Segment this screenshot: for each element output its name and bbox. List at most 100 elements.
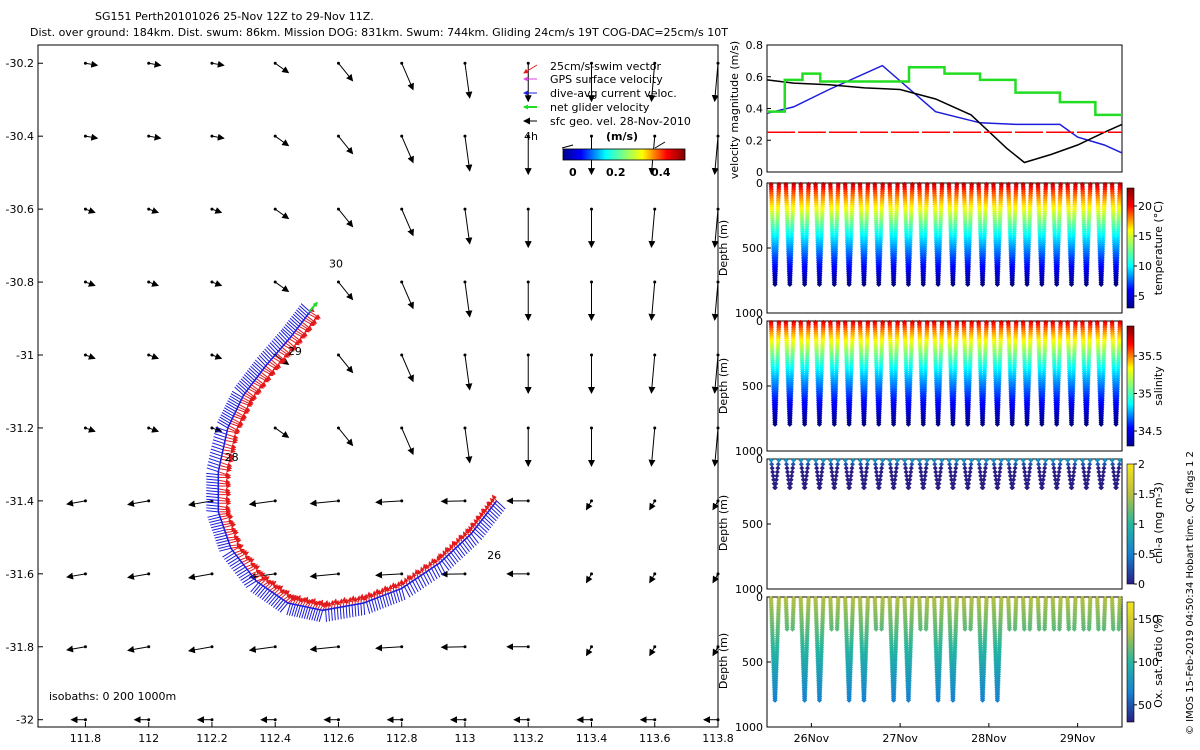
- swim-vector: [237, 406, 250, 413]
- swim-vector: [484, 505, 490, 511]
- geo-vector: [711, 282, 719, 321]
- swim-vector: [414, 569, 420, 578]
- swim-vector: [255, 378, 267, 387]
- swim-vector: [417, 569, 422, 576]
- dac-vector: [360, 603, 363, 616]
- lag-label: 4h: [524, 130, 538, 143]
- swim-vector: [473, 519, 479, 525]
- geo-vector: [712, 573, 720, 584]
- velocity-ytick-label: 0.6: [746, 71, 764, 84]
- swim-vector: [489, 498, 496, 504]
- map-xtick-label: 112.4: [259, 732, 291, 745]
- dac-vector: [472, 530, 483, 540]
- geo-vector: [85, 280, 96, 287]
- dac-vector: [231, 390, 243, 398]
- profile-ytick-label: 500: [742, 242, 763, 255]
- dac-vector: [306, 607, 311, 620]
- dac-vector: [215, 537, 228, 542]
- dac-vector: [258, 354, 268, 365]
- dac-vector: [351, 605, 354, 618]
- dac-vector: [376, 597, 382, 610]
- dac-vector: [345, 606, 348, 619]
- dac-vector: [476, 526, 486, 536]
- profile-colorbar: [1126, 325, 1135, 447]
- swim-vector: [299, 596, 306, 606]
- dac-vector: [291, 604, 296, 617]
- dac-vector: [464, 539, 473, 550]
- dac-vector: [470, 533, 479, 544]
- colorbar-leader-1: [561, 144, 574, 149]
- geo-vector: [649, 500, 656, 511]
- profile-panels: Depth (m) temperature (°C) 0500100051015…: [717, 177, 1165, 745]
- geo-vector: [187, 500, 213, 508]
- dac-vector: [431, 568, 438, 580]
- profile-colorbar: [1126, 187, 1135, 309]
- geo-vector: [711, 63, 719, 103]
- dac-vector: [459, 543, 468, 555]
- swim-vector: [227, 534, 240, 540]
- dac-vector: [293, 604, 299, 617]
- profile-sample: [802, 281, 808, 287]
- geo-vector: [148, 60, 162, 68]
- swim-vector: [230, 420, 243, 427]
- speed-colorbar: [562, 148, 686, 161]
- geo-vector: [375, 571, 402, 579]
- geo-vector-origin: [589, 61, 593, 65]
- dac-vector: [368, 600, 373, 613]
- dac-vector: [234, 566, 246, 574]
- dac-vector: [428, 569, 435, 582]
- swim-vector: [234, 548, 245, 554]
- swim-vector: [297, 597, 303, 606]
- temperature-ylabel: Depth (m): [717, 220, 730, 276]
- dac-vector: [260, 352, 270, 363]
- swim-vector: [343, 598, 349, 607]
- dac-vector: [212, 529, 225, 534]
- net-velocity-vector: [308, 301, 318, 313]
- dac-vector: [403, 586, 411, 598]
- swim-vector: [314, 600, 321, 609]
- dac-vector: [277, 601, 286, 612]
- dac-vector: [257, 356, 267, 367]
- dac-vector: [220, 414, 232, 422]
- dac-vector: [263, 591, 273, 602]
- dac-vector: [492, 505, 503, 515]
- legend-net: net glider velocity: [550, 101, 650, 114]
- dac-vector: [382, 595, 387, 608]
- dac-vector: [259, 588, 268, 599]
- geo-vector: [648, 282, 656, 321]
- dac-vector: [206, 504, 219, 507]
- map-xtick-label: 111.8: [70, 732, 102, 745]
- geo-vector: [375, 498, 402, 506]
- dac-vector: [215, 426, 228, 432]
- dac-vector: [276, 333, 286, 344]
- swim-vector: [224, 526, 237, 532]
- dac-vector: [466, 537, 475, 548]
- dac-vector: [207, 513, 220, 518]
- geo-vector: [85, 60, 99, 68]
- swim-vector: [235, 411, 247, 418]
- dac-vector: [318, 610, 324, 622]
- swim-vector: [226, 530, 239, 536]
- geo-vector: [648, 209, 656, 248]
- map-ytick-label: -30.2: [6, 57, 34, 70]
- dac-vector: [294, 311, 305, 321]
- dac-vector: [261, 590, 271, 601]
- swim-vector: [239, 555, 251, 561]
- dac-vector: [225, 554, 237, 563]
- swim-vector: [227, 427, 240, 434]
- map-xtick-label: 112.6: [323, 732, 355, 745]
- dac-vector: [457, 545, 466, 557]
- geo-vector: [211, 60, 225, 68]
- geo-vector-origin: [147, 61, 151, 65]
- dac-vector: [224, 552, 235, 560]
- dac-vector: [218, 545, 231, 550]
- swim-vector: [287, 340, 298, 350]
- map-axes: [37, 44, 719, 728]
- colorbar-tick-label: 35: [1138, 388, 1152, 401]
- swim-vector: [256, 576, 267, 582]
- dac-vector: [420, 575, 427, 587]
- swim-vector: [221, 455, 235, 461]
- swim-vector: [425, 563, 431, 571]
- swim-vector: [237, 551, 250, 559]
- profile-sample: [817, 281, 823, 287]
